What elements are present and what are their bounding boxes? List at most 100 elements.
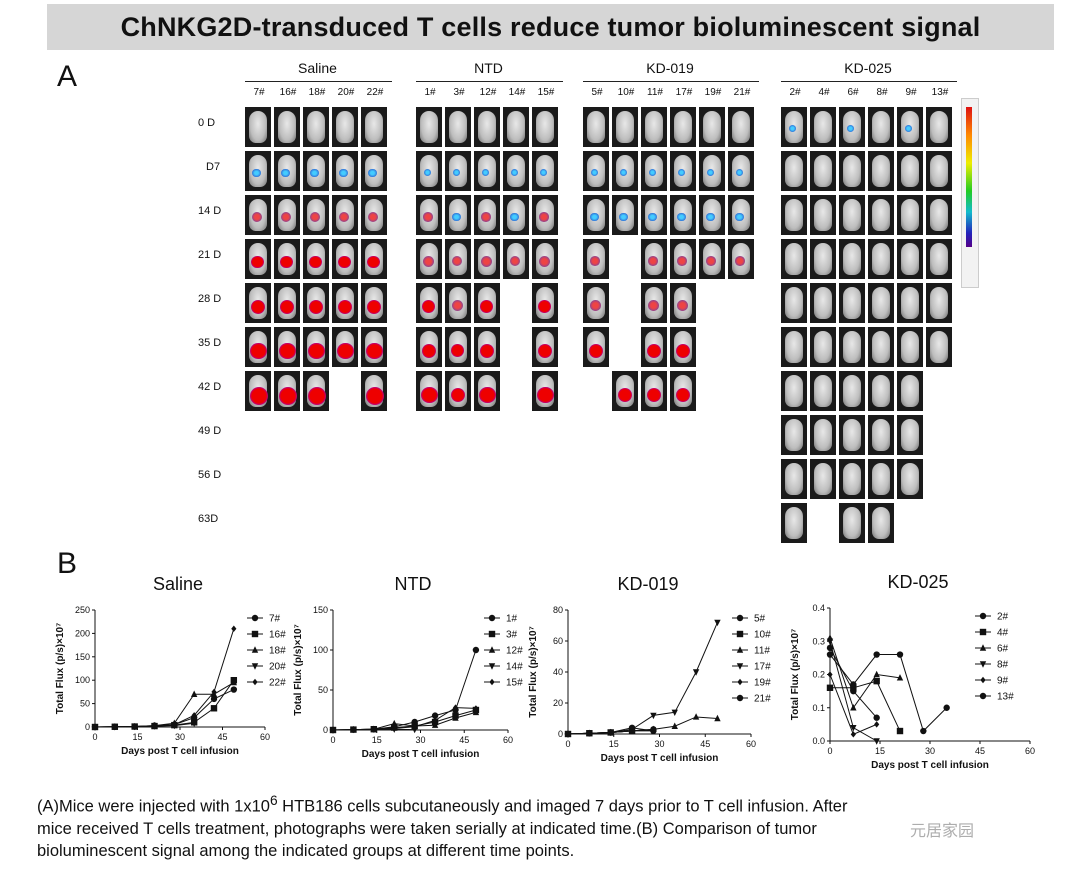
x-tick-label: 0: [330, 735, 335, 745]
data-point: [827, 671, 833, 678]
mouse-image-tile: [728, 107, 754, 147]
mouse-image-tile: [781, 327, 807, 367]
legend-label: 13#: [997, 692, 1014, 703]
y-tick-label: 20: [553, 698, 563, 708]
series-line: [332, 707, 476, 731]
mouse-id: 1#: [424, 87, 436, 98]
data-point: [874, 721, 880, 728]
mouse-image-tile: [274, 283, 300, 323]
group-title: KD-025: [844, 60, 892, 76]
mouse-image-tile: [532, 151, 558, 191]
legend-label: 18#: [269, 646, 286, 657]
data-point: [211, 688, 217, 696]
mouse-image-tile: [810, 107, 836, 147]
mouse-image-tile: [926, 283, 952, 323]
legend-label: 4#: [997, 628, 1009, 639]
mouse-id: 15#: [537, 87, 555, 98]
mouse-image-tile: [612, 195, 638, 235]
mouse-image-tile: [532, 371, 558, 411]
legend-label: 21#: [754, 694, 771, 705]
mouse-image-tile: [303, 283, 329, 323]
x-axis-label: Days post T cell infusion: [121, 746, 239, 757]
x-tick-label: 15: [132, 732, 142, 742]
mouse-image-tile: [474, 195, 500, 235]
mouse-id: 4#: [818, 87, 830, 98]
group-title: Saline: [298, 60, 337, 76]
panel-a-label: A: [57, 60, 78, 93]
mouse-image-tile: [810, 459, 836, 499]
mouse-image-tile: [503, 107, 529, 147]
y-tick-label: 0.3: [812, 636, 825, 646]
mouse-image-tile: [839, 239, 865, 279]
legend-marker: [737, 678, 743, 686]
data-point: [850, 731, 856, 738]
data-point: [564, 730, 572, 738]
mouse-image-tile: [781, 195, 807, 235]
mouse-image-tile: [810, 283, 836, 323]
group-title: KD-019: [646, 60, 694, 76]
legend-label: 12#: [506, 646, 523, 657]
mouse-id: 2#: [789, 87, 801, 98]
mouse-image-tile: [868, 459, 894, 499]
mouse-image-tile: [583, 107, 609, 147]
chart-title: NTD: [395, 574, 432, 594]
panel-b-label: B: [57, 547, 78, 580]
caption-superscript: 6: [269, 793, 278, 808]
legend-marker: [979, 628, 987, 636]
chart-title: KD-019: [617, 574, 678, 594]
mouse-image-tile: [897, 107, 923, 147]
legend-marker: [736, 614, 744, 622]
mouse-image-tile: [699, 107, 725, 147]
legend-label: 2#: [997, 612, 1009, 623]
legend-label: 11#: [754, 646, 770, 657]
mouse-image-tile: [897, 283, 923, 323]
data-point: [431, 721, 439, 728]
legend-marker: [251, 630, 259, 638]
caption-line3: bioluminescent signal among the indicate…: [37, 841, 575, 860]
mouse-image-tile: [361, 239, 387, 279]
legend-marker: [736, 663, 744, 670]
chart-title: KD-025: [887, 572, 948, 592]
mouse-id: 20#: [337, 87, 355, 98]
mouse-image-tile: [361, 107, 387, 147]
panel-a-imaging-grid: 0 D D7 14 D 21 D 28 D 35 D 42 D 49 D 56 D 63D Sali…: [0, 55, 1080, 550]
x-tick-label: 45: [217, 732, 227, 742]
mouse-image-tile: [445, 327, 471, 367]
data-point: [896, 674, 904, 681]
mouse-image-tile: [670, 239, 696, 279]
mouse-image-tile: [781, 239, 807, 279]
mouse-image-tile: [361, 283, 387, 323]
mouse-image-tile: [926, 107, 952, 147]
data-point: [350, 726, 357, 733]
mouse-image-tile: [670, 107, 696, 147]
x-tick-label: 15: [609, 739, 619, 749]
legend-marker: [979, 644, 987, 651]
data-point: [412, 723, 418, 730]
x-tick-label: 0: [92, 732, 97, 742]
y-axis-label: Total Flux (p/s)×10⁷: [790, 629, 801, 720]
y-tick-label: 0: [323, 725, 328, 735]
mouse-image-tile: [303, 327, 329, 367]
mouse-image-tile: [445, 195, 471, 235]
y-tick-label: 50: [318, 685, 328, 695]
mouse-id: 9#: [905, 87, 917, 98]
data-point: [230, 686, 238, 693]
legend-label: 8#: [997, 660, 1009, 671]
x-tick-label: 30: [654, 739, 664, 749]
mouse-image-tile: [810, 151, 836, 191]
mouse-image-tile: [670, 371, 696, 411]
mouse-image-tile: [868, 415, 894, 455]
day-label: 0 D: [198, 117, 216, 129]
mouse-image-tile: [868, 503, 894, 543]
data-point: [191, 712, 197, 719]
mouse-image-tile: [245, 327, 271, 367]
legend-label: 16#: [269, 630, 286, 641]
mouse-image-tile: [416, 283, 442, 323]
y-tick-label: 0: [85, 722, 90, 732]
legend-marker: [489, 678, 495, 686]
group-underline: [583, 81, 759, 82]
data-point: [391, 725, 397, 732]
legend-marker: [980, 676, 986, 684]
mouse-image-tile: [245, 239, 271, 279]
mouse-image-tile: [274, 371, 300, 411]
